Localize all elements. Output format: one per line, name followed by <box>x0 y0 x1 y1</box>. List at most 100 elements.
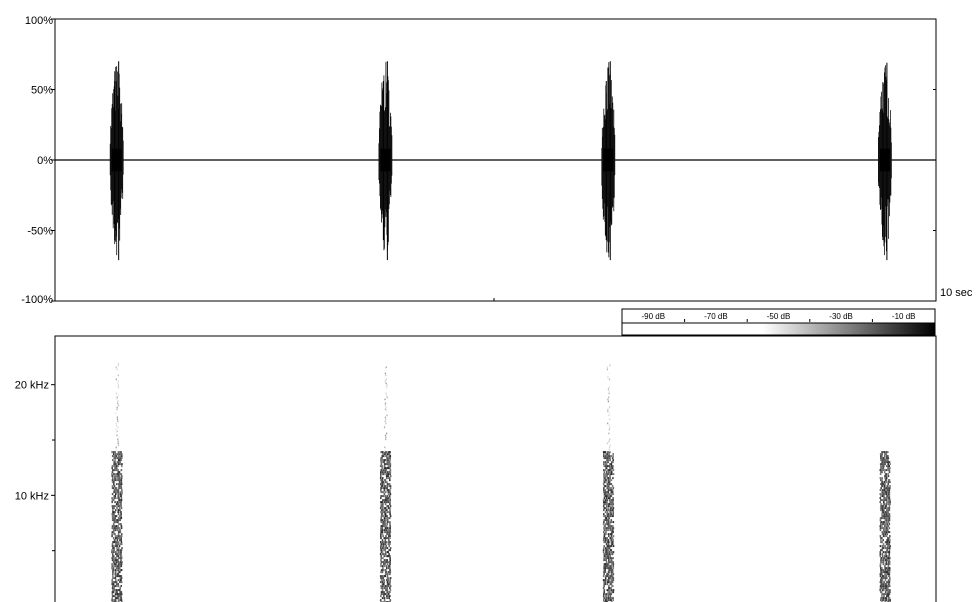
spectrogram-cell <box>611 527 613 530</box>
spectrogram-cell <box>605 597 608 600</box>
spectrogram-cell <box>120 575 123 578</box>
spectrogram-cell <box>380 585 382 588</box>
spectrogram-cell <box>380 469 382 472</box>
spectrogram-cell <box>610 503 613 506</box>
spectrogram-cell <box>608 593 610 596</box>
spectrogram-cell <box>388 495 391 498</box>
spectrogram-cell <box>884 463 887 466</box>
spectrogram-cell <box>111 467 113 470</box>
spectrogram-cell <box>889 467 891 470</box>
spectrogram-cell <box>382 545 385 548</box>
spectrogram-cell <box>607 473 610 476</box>
spectrogram-cell <box>386 505 388 508</box>
spectrogram-cell <box>885 499 888 502</box>
spectrogram-cell <box>111 557 113 560</box>
spectrogram-cell <box>882 469 885 472</box>
spectrogram-cell <box>386 531 388 534</box>
spectrogram-cell <box>610 515 613 518</box>
spectrogram-cell <box>384 587 387 590</box>
spectrogram-cell <box>386 477 388 480</box>
spectrogram-cell <box>112 547 114 550</box>
spectrogram-cell <box>884 587 887 590</box>
spectrogram-cell <box>118 497 120 500</box>
spectrogram-cell <box>609 515 611 518</box>
spectrogram-cell <box>113 557 115 560</box>
spectrogram-cell <box>880 523 882 526</box>
spectrogram-cell <box>118 487 120 490</box>
spectrogram-cell <box>885 469 888 472</box>
spectrogram-cell <box>610 465 613 468</box>
spectrogram-cell <box>887 509 889 512</box>
spectrogram-cell <box>383 587 386 590</box>
spectrogram-cell <box>381 569 384 572</box>
spectrogram-cell <box>383 513 386 516</box>
spectrogram-cell <box>602 499 605 502</box>
spectrogram-cell <box>381 455 383 458</box>
spectrogram-cell <box>386 523 388 526</box>
spectrogram-cell <box>604 457 607 460</box>
spectrogram-cell <box>886 595 888 598</box>
spectrogram-cell <box>383 485 385 488</box>
spectrogram-cell <box>881 505 884 508</box>
spectrogram-cell <box>386 499 388 502</box>
spectrogram-cell <box>388 539 390 542</box>
spectrogram-cell <box>609 487 611 490</box>
spectrogram-cell <box>386 509 388 512</box>
spectrogram-cell <box>386 591 388 594</box>
spectrogram-cell <box>385 541 387 544</box>
spectrogram-cell <box>119 491 122 494</box>
spectrogram-cell <box>120 597 123 600</box>
spectrogram-cell <box>884 575 887 578</box>
spectrogram-cell <box>610 487 612 490</box>
spectrogram-cell <box>883 501 885 504</box>
spectrogram-cell <box>885 459 888 462</box>
spectrogram-cell <box>380 459 382 462</box>
spectrogram-cell <box>609 533 612 536</box>
spectrogram-cell <box>881 455 883 458</box>
spectrogram-cell <box>603 463 605 466</box>
spectrogram-cell <box>609 569 612 572</box>
spectrogram-cell <box>119 589 121 592</box>
spectrogram-cell <box>884 591 887 594</box>
spectrogram-cell <box>114 497 116 500</box>
spectrogram-cell <box>886 515 888 518</box>
spectrogram-cell <box>387 577 390 580</box>
spectrogram-cell <box>886 569 888 572</box>
spectrogram-cell <box>385 553 387 556</box>
spectrogram-cell <box>888 505 891 508</box>
spectrogram-cell <box>881 491 883 494</box>
spectrogram-cell <box>886 539 888 542</box>
spectrogram-cell <box>879 497 882 500</box>
spectrogram-cell <box>604 517 607 520</box>
spectrogram-cell <box>888 575 891 578</box>
spectrogram-cell <box>880 541 882 544</box>
spectrogram-faint-cell <box>384 424 386 427</box>
spectrogram-cell <box>887 595 890 598</box>
spectrogram-cell <box>389 573 391 576</box>
spectrogram-cell <box>604 537 607 540</box>
spectrogram-cell <box>605 479 608 482</box>
spectrogram-cell <box>879 575 882 578</box>
spectrogram-cell <box>884 475 886 478</box>
spectrogram-cell <box>389 571 392 574</box>
spectrogram-cell <box>610 495 613 498</box>
spectrogram-cell <box>116 541 118 544</box>
spectrogram-cell <box>608 457 610 460</box>
spectrogram-cell <box>879 493 882 496</box>
spectrogram-cell <box>111 507 114 510</box>
spectrogram-cell <box>609 597 611 600</box>
spectrogram-cell <box>383 465 386 468</box>
spectrogram-cell <box>380 543 383 546</box>
spectrogram-cell <box>112 555 114 558</box>
spectrogram-cell <box>609 581 611 584</box>
spectrogram-cell <box>120 511 122 514</box>
spectrogram-cell <box>382 553 384 556</box>
spectrogram-cell <box>383 511 386 514</box>
spectrogram-cell <box>389 497 391 500</box>
spectrogram-cell <box>881 577 883 580</box>
spectrogram-cell <box>117 491 120 494</box>
spectrogram-cell <box>386 519 389 522</box>
spectrogram-cell <box>119 549 122 552</box>
spectrogram-cell <box>887 461 889 464</box>
